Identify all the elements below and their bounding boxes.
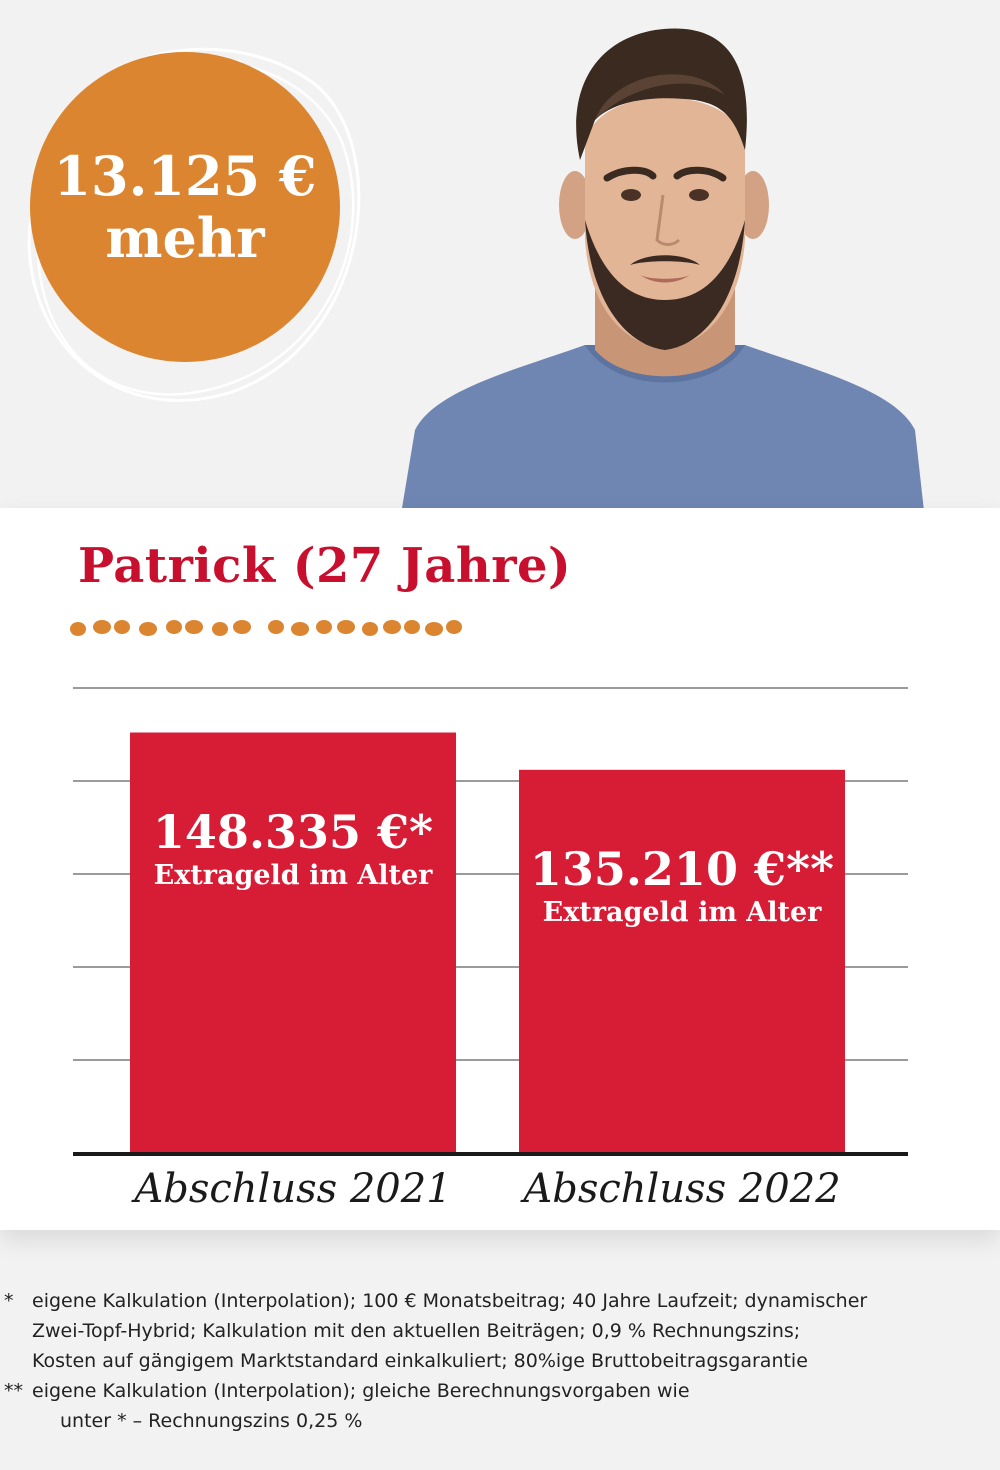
decorative-dot <box>139 622 157 636</box>
footnote-1-line: eigene Kalkulation (Interpolation); 100 … <box>32 1290 868 1312</box>
decorative-dot <box>425 622 443 636</box>
bar-caption: Extrageld im Alter <box>542 896 822 928</box>
bar-value: 148.335 €* <box>152 804 434 859</box>
decorative-dot <box>383 620 401 634</box>
decorative-dot <box>268 620 284 634</box>
footnote-2-mark: ** <box>4 1380 23 1402</box>
decorative-dot <box>446 620 462 634</box>
footnote-1-line: Kosten auf gängigem Marktstandard einkal… <box>32 1350 808 1372</box>
badge-word: mehr <box>105 206 265 270</box>
decorative-dot <box>93 620 111 634</box>
decorative-dot <box>185 620 203 634</box>
bar-value-label: 135.210 €** Extrageld im Alter <box>499 842 865 930</box>
bar-value: 135.210 €** <box>529 841 835 896</box>
savings-badge: 13.125 € mehr <box>30 52 340 362</box>
decorative-dot <box>316 620 332 634</box>
hero-section: 13.125 € mehr <box>0 0 1000 520</box>
chart-bars <box>130 732 845 1154</box>
footnote-2-line: unter * – Rechnungszins 0,25 % <box>60 1410 363 1432</box>
portrait-photo <box>400 28 925 520</box>
decorative-dot <box>114 620 130 634</box>
decorative-dots <box>70 620 462 636</box>
footnote-1-line: Zwei-Topf-Hybrid; Kalkulation mit den ak… <box>32 1320 801 1342</box>
decorative-dot <box>166 620 182 634</box>
decorative-dot <box>233 620 251 634</box>
decorative-dot <box>291 622 309 636</box>
person-title: Patrick (27 Jahre) <box>78 538 572 594</box>
footnote-2: ** eigene Kalkulation (Interpolation); g… <box>0 1376 1000 1436</box>
bar-value-label: 148.335 €* Extrageld im Alter <box>110 805 476 893</box>
category-label: Abschluss 2022 <box>523 1166 841 1212</box>
decorative-dot <box>212 622 228 636</box>
bar-chart <box>73 687 908 1156</box>
badge-amount: 13.125 € <box>53 144 317 208</box>
decorative-dot <box>337 620 355 634</box>
footnote-2-line: eigene Kalkulation (Interpolation); glei… <box>32 1380 690 1402</box>
bar-1 <box>130 732 456 1154</box>
decorative-dot <box>404 620 420 634</box>
category-label: Abschluss 2021 <box>134 1166 452 1212</box>
footnote-1-mark: * <box>4 1290 14 1312</box>
decorative-dot <box>362 622 378 636</box>
decorative-dot <box>70 622 86 636</box>
footnote-1: * eigene Kalkulation (Interpolation); 10… <box>0 1286 1000 1376</box>
footnotes: * eigene Kalkulation (Interpolation); 10… <box>0 1286 1000 1436</box>
bar-caption: Extrageld im Alter <box>153 859 433 891</box>
bar-2 <box>519 769 845 1154</box>
